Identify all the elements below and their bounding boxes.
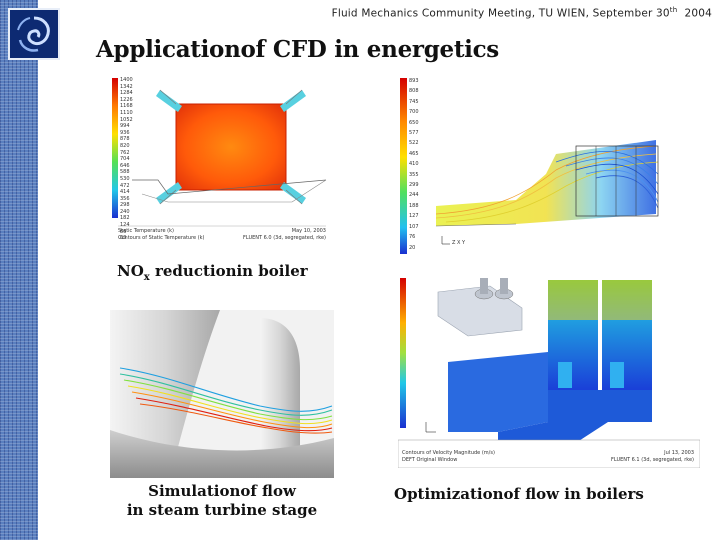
colorbar-label: 127 [409, 213, 419, 220]
colorbar-label: 745 [409, 98, 419, 105]
figure-footer: Contours of Velocity Magnitude (m/s) [402, 450, 495, 456]
figure-footer: DEFT Original Window [402, 457, 458, 463]
colorbar-label: 299 [409, 182, 419, 189]
colorbar-label: 298 [120, 202, 130, 209]
colorbar-label: 355 [409, 171, 419, 178]
colorbar-label: 820 [120, 142, 130, 149]
colorbar-label: 704 [120, 156, 130, 163]
colorbar-label: 893 [409, 78, 419, 84]
logo-icon [8, 8, 60, 60]
turbine-figure [110, 310, 334, 478]
colorbar-label: 188 [409, 202, 419, 209]
figure-footer-date: Jul 13, 2003 [664, 450, 694, 456]
colorbar-label: 1284 [120, 90, 133, 97]
colorbar-label: 356 [120, 195, 130, 202]
colorbar-label: 20 [409, 244, 416, 251]
figure-footer-solver: FLUENT 6.1 (3d, segregated, rke) [611, 457, 694, 463]
colorbar-label: 472 [120, 182, 130, 189]
colorbar-label: 244 [409, 192, 419, 199]
caption-boilers: Optimizationof flow in boilers [394, 485, 644, 503]
slide-title: Applicationof CFD in energetics [96, 36, 499, 63]
sidebar-pattern [0, 0, 38, 540]
colorbar-label: 1226 [120, 96, 133, 103]
colorbar-label: 1168 [120, 103, 133, 110]
colorbar-label: 1052 [120, 116, 133, 123]
colorbar-label: 124 [120, 222, 130, 229]
caption-turbine-line2: in steam turbine stage [126, 501, 318, 519]
colorbar-label: 1342 [120, 83, 133, 90]
colorbar-label: 994 [120, 123, 130, 130]
nox-boiler-figure: 1400 1342 1284 1226 1168 1110 1052 994 9… [112, 76, 332, 252]
colorbar-label: 522 [409, 140, 419, 147]
colorbar-label: 700 [409, 109, 419, 116]
caption-nox: NOx reductionin boiler [117, 262, 308, 283]
colorbar-label: 1400 [120, 77, 133, 83]
colorbar-label: 808 [409, 88, 419, 95]
meeting-header: Fluid Mechanics Community Meeting, TU WI… [331, 6, 712, 20]
colorbar-label: 577 [409, 130, 419, 137]
axis-triad-label: Z X Y [452, 240, 466, 246]
figure-footer: Contours of Static Temperature (k) [118, 235, 205, 241]
colorbar-label: 878 [120, 136, 130, 143]
colorbar-label: 240 [120, 208, 130, 215]
colorbar-label: 936 [120, 129, 130, 136]
colorbar-label: 1110 [120, 109, 133, 116]
figure-footer-date: May 10, 2003 [291, 228, 326, 234]
caption-turbine: Simulationof flow in steam turbine stage [112, 482, 332, 520]
colorbar-label: 530 [120, 175, 130, 182]
boiler-velocity-figure: Contours of Velocity Magnitude (m/s) DEF… [398, 272, 700, 468]
duct-flow-figure: 893 808 745 700 650 577 522 465 410 355 … [396, 74, 702, 260]
figure-footer-solver: FLUENT 6.0 (3d, segregated, rke) [243, 235, 326, 241]
colorbar-label: 107 [409, 223, 419, 230]
colorbar-label: 762 [120, 149, 130, 156]
colorbar-label: 465 [409, 150, 419, 157]
caption-turbine-line1: Simulationof flow [148, 482, 296, 500]
figure-footer: Static Temperature (k) [118, 228, 174, 234]
colorbar-label: 182 [120, 215, 130, 222]
colorbar-label: 76 [409, 234, 416, 241]
colorbar-label: 410 [409, 161, 419, 168]
colorbar-label: 588 [120, 169, 130, 176]
colorbar-label: 650 [409, 119, 419, 126]
colorbar-label: 86 [120, 228, 127, 235]
colorbar-label: 646 [120, 162, 130, 169]
colorbar-label: 63 [120, 235, 127, 242]
colorbar-label: 414 [120, 189, 130, 196]
